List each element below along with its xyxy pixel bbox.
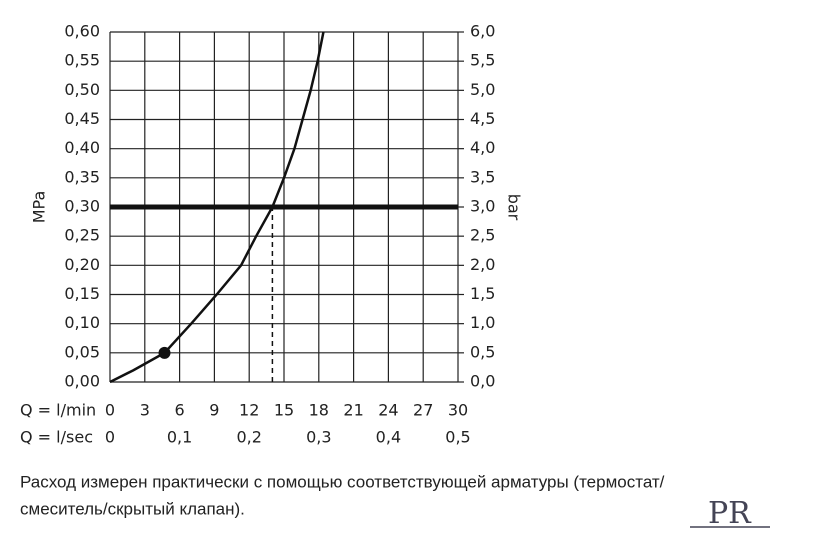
- y-tick-label: 0,20: [64, 255, 100, 274]
- y-axis-label: MPa: [30, 191, 49, 224]
- note-line: Расход измерен практически с помощью соо…: [20, 472, 665, 491]
- y2-tick-label: 5,5: [470, 51, 495, 70]
- y-tick-label: 0,00: [64, 372, 100, 391]
- x-axis-label: Q = l/min: [20, 401, 96, 420]
- y-tick-label: 0,55: [64, 51, 100, 70]
- x-tick-label: 12: [239, 401, 259, 420]
- y-tick-label: 0,15: [64, 284, 100, 303]
- x-tick-label: 15: [274, 401, 294, 420]
- y-tick-label: 0,40: [64, 138, 100, 157]
- x2-tick-label: 0,1: [167, 428, 192, 447]
- y2-tick-label: 3,0: [470, 197, 495, 216]
- y-tick-label: 0,50: [64, 80, 100, 99]
- y2-tick-label: 1,0: [470, 313, 495, 332]
- x2-axis-label: Q = l/sec: [20, 428, 93, 447]
- point-marker: [158, 346, 171, 359]
- note-line: смеситель/скрытый клапан).: [20, 499, 245, 518]
- y-tick-label: 0,10: [64, 313, 100, 332]
- y2-tick-label: 0,5: [470, 342, 495, 361]
- x-tick-label: 9: [209, 401, 219, 420]
- x-tick-label: 3: [140, 401, 150, 420]
- x-tick-label: 18: [309, 401, 329, 420]
- y2-tick-label: 2,5: [470, 226, 495, 245]
- x-tick-label: 0: [105, 401, 115, 420]
- y-tick-label: 0,30: [64, 197, 100, 216]
- y-tick-label: 0,45: [64, 109, 100, 128]
- x2-tick-label: 0,5: [445, 428, 470, 447]
- x2-tick-label: 0,3: [306, 428, 331, 447]
- y2-tick-label: 6,0: [470, 22, 495, 41]
- x-tick-label: 27: [413, 401, 433, 420]
- y-tick-label: 0,35: [64, 167, 100, 186]
- y2-tick-label: 4,0: [470, 138, 495, 157]
- y2-tick-label: 0,0: [470, 372, 495, 391]
- y2-tick-label: 1,5: [470, 284, 495, 303]
- curve: [109, 31, 325, 384]
- y2-tick-label: 5,0: [470, 80, 495, 99]
- x2-tick-label: 0,4: [376, 428, 401, 447]
- y2-tick-label: 4,5: [470, 109, 495, 128]
- x-tick-label: 21: [343, 401, 363, 420]
- y2-tick-label: 3,5: [470, 167, 495, 186]
- y2-tick-label: 2,0: [470, 255, 495, 274]
- logo: PR: [708, 496, 752, 531]
- y-tick-label: 0,25: [64, 226, 100, 245]
- x-tick-label: 6: [175, 401, 185, 420]
- x-tick-label: 24: [378, 401, 398, 420]
- y-tick-label: 0,05: [64, 342, 100, 361]
- y2-axis-label: bar: [505, 194, 524, 221]
- y-tick-label: 0,60: [64, 22, 100, 41]
- x2-tick-label: 0,2: [236, 428, 261, 447]
- x2-tick-label: 0: [105, 428, 115, 447]
- x-tick-label: 30: [448, 401, 468, 420]
